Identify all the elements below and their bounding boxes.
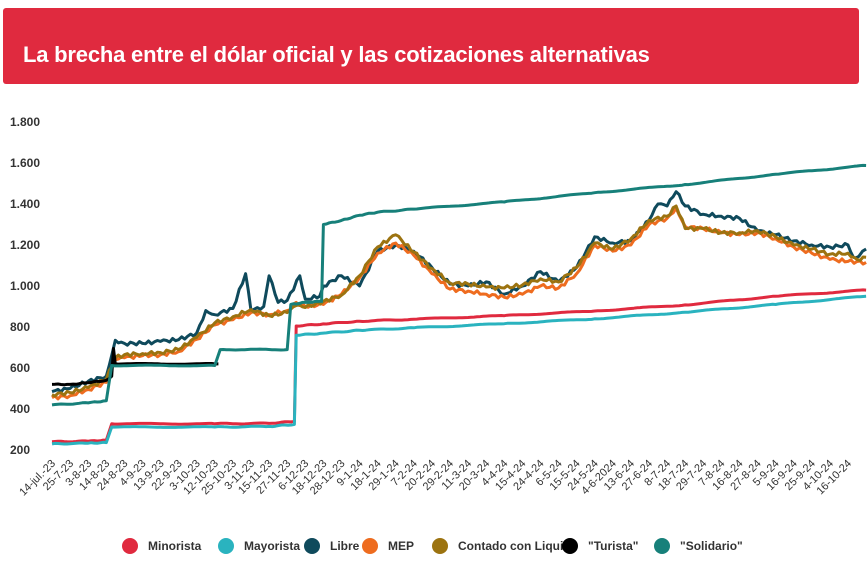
y-tick-label: 1.000 [10,279,40,293]
series-line-1 [51,294,867,446]
series-line-0 [51,288,867,444]
series-line-5 [51,347,219,387]
legend-marker [362,538,378,554]
legend-marker [304,538,320,554]
legend-label: Minorista [148,539,202,553]
legend-label: "Turista" [588,539,639,553]
legend-label: "Solidario" [680,539,743,553]
chart-title: La brecha entre el dólar oficial y las c… [23,42,650,67]
legend-label: Mayorista [244,539,301,553]
y-tick-label: 1.800 [10,115,40,129]
legend-label: MEP [388,539,415,553]
legend-marker [562,538,578,554]
legend-marker [432,538,448,554]
legend-marker [654,538,670,554]
y-tick-label: 200 [10,443,30,457]
y-tick-label: 600 [10,361,30,375]
series-line-6 [51,163,867,407]
series-line-3 [51,206,867,401]
series-line-4 [51,204,867,398]
y-tick-label: 400 [10,402,30,416]
legend-label: Libre [330,539,360,553]
legend-label: Contado con Liqui [458,539,564,553]
series-line-2 [51,190,867,394]
chart-header: La brecha entre el dólar oficial y las c… [3,8,859,84]
y-tick-label: 800 [10,320,30,334]
legend: Minorista Mayorista Libre MEP Contado con Li… [0,538,867,556]
y-tick-label: 1.600 [10,156,40,170]
series-lines [51,163,867,446]
legend-marker [122,538,138,554]
y-tick-label: 1.200 [10,238,40,252]
x-axis: 14-jul.-2325-7-233-8-2314-8-2324-8-234-9… [17,458,854,499]
legend-marker [218,538,234,554]
y-axis: 200 400 600 800 1.000 1.200 1.400 1.600 1.800 [10,115,40,457]
y-tick-label: 1.400 [10,197,40,211]
